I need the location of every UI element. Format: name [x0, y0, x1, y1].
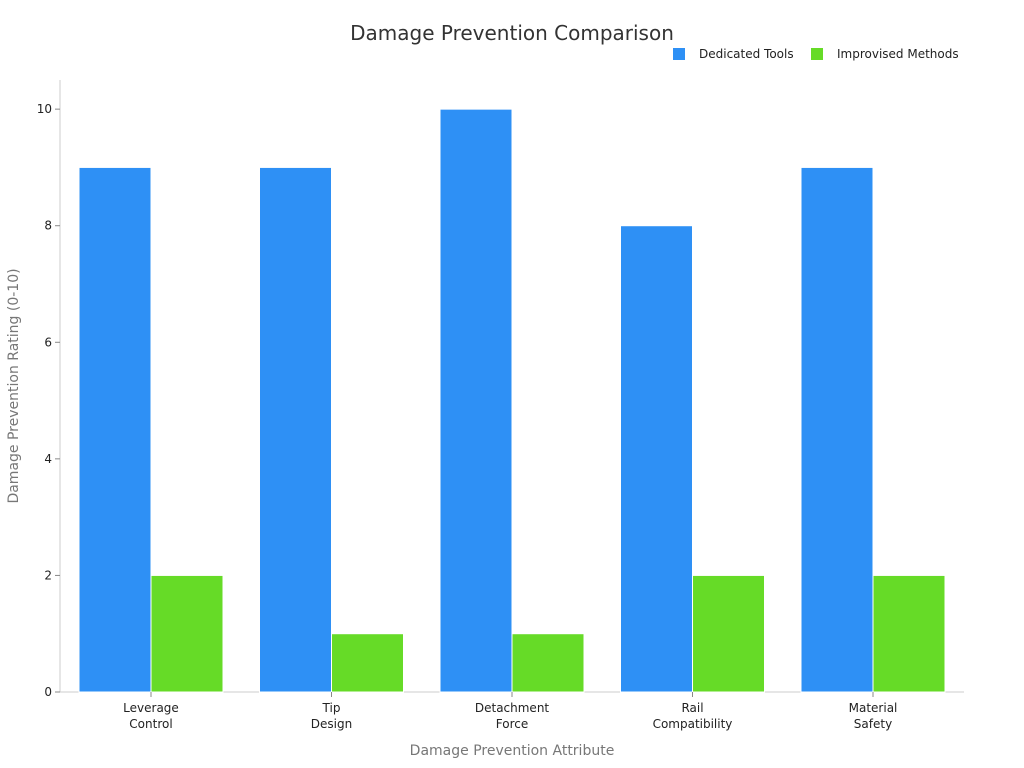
x-tick-label: Material Safety: [849, 701, 898, 731]
bar-dedicated-tools: [439, 108, 513, 693]
legend-label: Dedicated Tools: [699, 47, 794, 61]
bar-improvised-methods: [872, 574, 946, 693]
y-tick-label: 0: [44, 685, 52, 699]
x-tick-label: Rail Compatibility: [653, 701, 733, 731]
bar-improvised-methods: [150, 574, 224, 693]
x-axis-title: Damage Prevention Attribute: [410, 743, 615, 759]
bar-improvised-methods: [511, 633, 585, 693]
x-tick-label: Leverage Control: [123, 701, 179, 731]
x-tick-label: Tip Design: [311, 701, 352, 731]
y-axis-title: Damage Prevention Rating (0-10): [6, 268, 22, 503]
x-axis-ticks: Leverage Control Tip Design Detachment Force R…: [123, 692, 897, 731]
y-tick-label: 10: [37, 102, 52, 116]
bar-improvised-methods: [331, 633, 404, 693]
legend-swatch: [673, 48, 685, 60]
y-tick-label: 4: [44, 452, 52, 466]
y-tick-label: 2: [44, 568, 52, 582]
legend-swatch: [811, 48, 823, 60]
bar-dedicated-tools: [620, 225, 693, 693]
bar-improvised-methods: [692, 574, 765, 693]
bar-dedicated-tools: [78, 166, 152, 693]
y-axis-ticks: 0 2 4 6 8 10: [37, 102, 60, 699]
y-tick-label: 6: [44, 335, 52, 349]
legend: Dedicated Tools Improvised Methods: [673, 47, 959, 61]
bars-group: [78, 108, 946, 693]
x-tick-label: Detachment Force: [475, 701, 550, 731]
bar-dedicated-tools: [800, 166, 874, 693]
y-tick-label: 8: [44, 219, 52, 233]
bar-dedicated-tools: [259, 166, 332, 693]
legend-label: Improvised Methods: [837, 47, 959, 61]
chart-title: Damage Prevention Comparison: [350, 21, 674, 45]
